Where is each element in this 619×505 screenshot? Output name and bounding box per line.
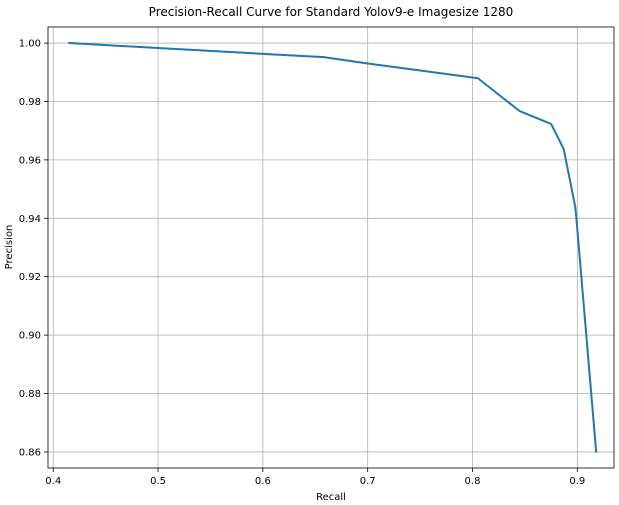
y-tick-label: 0.90 <box>19 331 41 342</box>
x-tick-label: 0.9 <box>569 476 585 487</box>
chart-title: Precision-Recall Curve for Standard Yolo… <box>149 5 514 19</box>
y-tick-label: 0.86 <box>19 447 41 458</box>
y-tick-label: 0.94 <box>19 214 41 225</box>
x-tick-label: 0.5 <box>150 476 166 487</box>
x-tick-label: 0.4 <box>45 476 61 487</box>
x-tick-label: 0.7 <box>360 476 376 487</box>
y-axis-ticks: 0.86 0.88 0.90 0.92 0.94 0.96 0.98 1.00 <box>19 39 48 458</box>
y-tick-label: 0.92 <box>19 272 41 283</box>
series-layer <box>67 42 598 453</box>
grid <box>48 27 614 468</box>
x-tick-label: 0.8 <box>465 476 481 487</box>
y-tick-label: 0.88 <box>19 389 41 400</box>
x-axis-ticks: 0.4 0.5 0.6 0.7 0.8 0.9 <box>45 468 585 487</box>
x-tick-label: 0.6 <box>255 476 271 487</box>
plot-frame <box>47 26 615 469</box>
y-tick-label: 0.96 <box>19 155 41 166</box>
y-axis-label: Precision <box>4 225 15 270</box>
pr-curve-line <box>67 42 598 453</box>
y-tick-label: 1.00 <box>19 39 41 50</box>
y-tick-label: 0.98 <box>19 97 41 108</box>
x-axis-label: Recall <box>316 492 346 503</box>
